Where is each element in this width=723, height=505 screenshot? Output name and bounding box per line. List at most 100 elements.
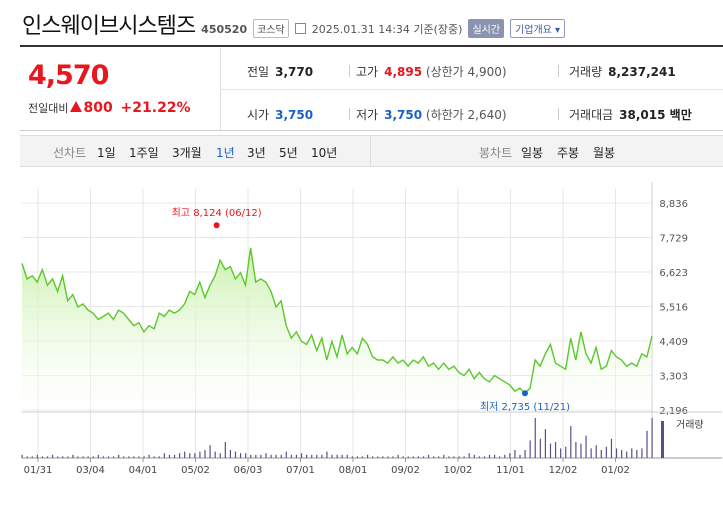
volume-bar bbox=[488, 454, 491, 458]
realtime-button[interactable]: 실시간 bbox=[468, 19, 505, 38]
volume-bar bbox=[509, 453, 511, 458]
volume-bar bbox=[148, 454, 150, 458]
volume-bar bbox=[326, 451, 328, 458]
volume-bar bbox=[300, 453, 303, 458]
current-price: 4,570 bbox=[28, 60, 109, 91]
stat-value: 3,750 bbox=[275, 108, 314, 122]
y-tick-label: 4,409 bbox=[659, 337, 688, 348]
low-marker bbox=[521, 390, 528, 397]
stat-label: 거래량 bbox=[569, 65, 603, 79]
volume-bar bbox=[280, 454, 282, 458]
tab-monthly[interactable]: 월봉 bbox=[593, 146, 616, 160]
stat-high: 고가 4,895 (상한가 4,900) bbox=[356, 63, 507, 80]
volume-bar bbox=[67, 456, 69, 458]
tab-weekly[interactable]: 주봉 bbox=[557, 146, 580, 160]
x-tick-label: 12/02 bbox=[549, 465, 578, 476]
volume-bar bbox=[427, 454, 430, 458]
chart-tabs: 선차트 1일 1주일 3개월 1년 3년 5년 10년 봉차트 일봉 주봉 월봉 bbox=[20, 135, 723, 167]
tab-3y[interactable]: 3년 bbox=[247, 146, 266, 160]
low-annotation: 최저 2,735 (11/21) bbox=[480, 401, 570, 413]
volume-bar bbox=[524, 450, 526, 458]
volume-bar bbox=[361, 456, 364, 458]
tab-1w[interactable]: 1주일 bbox=[129, 146, 159, 160]
volume-bar bbox=[519, 454, 521, 458]
tab-1d[interactable]: 1일 bbox=[97, 146, 116, 160]
volume-bar bbox=[260, 454, 262, 458]
volume-bar bbox=[372, 456, 374, 458]
volume-bar bbox=[341, 454, 343, 458]
tab-3m[interactable]: 3개월 bbox=[172, 146, 202, 160]
volume-bar bbox=[46, 456, 49, 458]
y-tick-label: 3,303 bbox=[659, 372, 688, 383]
volume-bar bbox=[570, 426, 572, 458]
upper-limit: (상한가 4,900) bbox=[425, 65, 507, 79]
volume-bar bbox=[285, 451, 287, 458]
volume-bar bbox=[21, 454, 23, 458]
volume-bar bbox=[270, 454, 272, 458]
volume-bar bbox=[158, 456, 160, 458]
volume-bar bbox=[331, 454, 333, 458]
volume-bar bbox=[377, 456, 379, 458]
volume-bar bbox=[351, 456, 353, 458]
volume-bar bbox=[621, 450, 623, 458]
volume-bar bbox=[224, 442, 226, 458]
stock-header: 인스웨이브시스템즈 450520 코스닥 2025.01.31 14:34 기준… bbox=[22, 8, 712, 44]
volume-bar bbox=[580, 443, 582, 458]
tab-daily[interactable]: 일봉 bbox=[521, 146, 544, 160]
volume-bar bbox=[31, 456, 33, 458]
up-triangle-icon bbox=[70, 101, 83, 112]
volume-bar bbox=[138, 456, 140, 458]
high-marker bbox=[213, 222, 220, 229]
volume-bar bbox=[499, 456, 501, 458]
y-tick-label: 7,729 bbox=[659, 234, 688, 245]
high-annotation: 최고 8,124 (06/12) bbox=[172, 207, 262, 219]
tab-10y[interactable]: 10년 bbox=[311, 146, 338, 160]
volume-bar bbox=[433, 456, 435, 458]
section-divider bbox=[20, 130, 723, 131]
volume-bar bbox=[631, 448, 633, 458]
stock-name[interactable]: 인스웨이브시스템즈 bbox=[22, 14, 196, 39]
volume-bar bbox=[229, 450, 232, 458]
volume-bar bbox=[443, 454, 445, 458]
x-tick-label: 05/02 bbox=[181, 465, 210, 476]
volume-bar bbox=[463, 456, 465, 458]
volume-bar bbox=[168, 454, 171, 458]
volume-bar bbox=[605, 446, 607, 458]
volume-bar bbox=[290, 454, 292, 458]
tab-5y[interactable]: 5년 bbox=[279, 146, 298, 160]
header-divider bbox=[20, 45, 723, 47]
volume-bar bbox=[610, 438, 613, 458]
divider bbox=[349, 108, 350, 120]
y-tick-label: 6,623 bbox=[659, 268, 688, 279]
volume-bar bbox=[62, 456, 64, 458]
volume-bar bbox=[438, 456, 440, 458]
volume-bar bbox=[57, 456, 59, 458]
price-area bbox=[22, 247, 652, 410]
volume-bar bbox=[504, 454, 506, 458]
price-chart[interactable]: 8,836 7,729 6,623 5,516 4,409 3,303 2,196 최고 8,… bbox=[20, 172, 723, 501]
volume-bar bbox=[636, 450, 638, 458]
lower-limit: (하한가 2,640) bbox=[425, 108, 507, 122]
y-tick-label: 5,516 bbox=[659, 303, 688, 314]
company-info-dropdown[interactable]: 기업개요 ▾ bbox=[510, 19, 566, 38]
volume-bar bbox=[199, 451, 201, 458]
candle-chart-label: 봉차트 bbox=[479, 146, 513, 160]
volume-bar bbox=[275, 454, 277, 458]
volume-bar bbox=[265, 453, 267, 458]
volume-bar bbox=[407, 456, 409, 458]
stat-low: 저가 3,750 (하한가 2,640) bbox=[356, 106, 507, 123]
stat-label: 거래대금 bbox=[569, 108, 614, 122]
x-tick-label: 01/31 bbox=[24, 465, 53, 476]
volume-bar bbox=[478, 456, 480, 458]
volume-label: 거래량 bbox=[676, 419, 704, 431]
volume-bar bbox=[590, 448, 592, 458]
tab-1y[interactable]: 1년 bbox=[216, 146, 235, 160]
volume-bar bbox=[641, 448, 643, 458]
stat-value: 8,237,241 bbox=[608, 65, 676, 79]
volume-bar bbox=[102, 456, 104, 458]
x-tick-label: 07/01 bbox=[286, 465, 315, 476]
volume-bar bbox=[412, 456, 414, 458]
x-tick-label: 06/03 bbox=[234, 465, 263, 476]
volume-bar bbox=[306, 454, 308, 458]
